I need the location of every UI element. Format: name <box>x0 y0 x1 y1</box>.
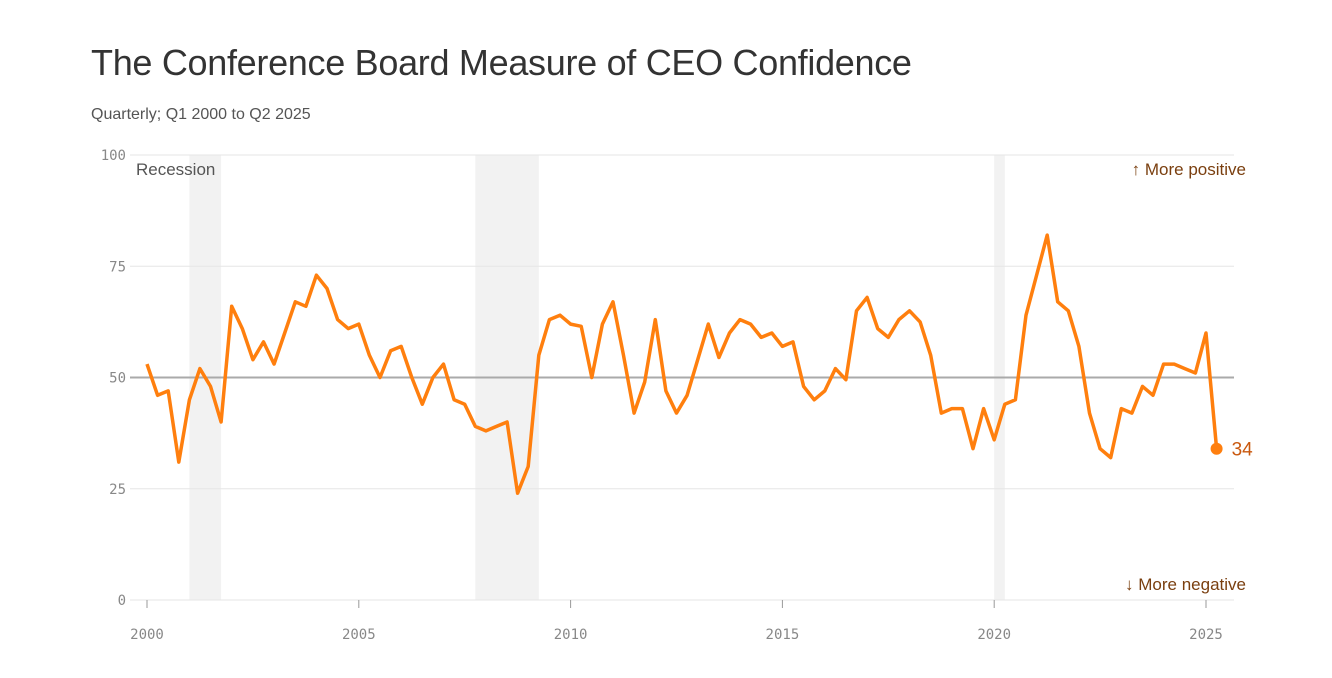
chart-title: The Conference Board Measure of CEO Conf… <box>91 42 912 83</box>
more-negative-label: ↓ More negative <box>1125 575 1246 594</box>
x-axis-ticks: 2000 2005 2010 2015 2020 2025 <box>130 600 1223 643</box>
y-tick-label: 25 <box>109 482 126 498</box>
last-point-marker <box>1210 442 1223 455</box>
last-value-label: 34 <box>1232 440 1254 461</box>
x-tick-label: 2025 <box>1189 627 1223 643</box>
y-tick-label: 0 <box>118 593 126 609</box>
y-tick-label: 100 <box>101 148 126 164</box>
series-points <box>146 234 1219 495</box>
x-tick-label: 2020 <box>977 627 1011 643</box>
series-line <box>145 233 1219 495</box>
more-positive-label: ↑ More positive <box>1132 160 1246 179</box>
chart-subtitle: Quarterly; Q1 2000 to Q2 2025 <box>91 106 311 123</box>
x-tick-label: 2015 <box>766 627 800 643</box>
x-tick-label: 2005 <box>342 627 376 643</box>
y-axis-ticks: 0 25 50 75 100 <box>101 148 126 609</box>
y-tick-label: 50 <box>109 371 126 387</box>
gridlines <box>130 154 1234 601</box>
x-tick-label: 2000 <box>130 627 164 643</box>
y-tick-label: 75 <box>109 259 126 275</box>
recession-label: Recession <box>136 160 215 179</box>
x-tick-label: 2010 <box>554 627 588 643</box>
